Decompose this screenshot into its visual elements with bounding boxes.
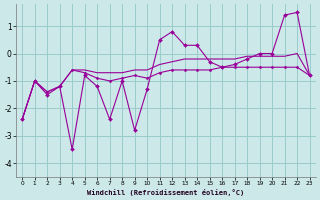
X-axis label: Windchill (Refroidissement éolien,°C): Windchill (Refroidissement éolien,°C): [87, 189, 244, 196]
